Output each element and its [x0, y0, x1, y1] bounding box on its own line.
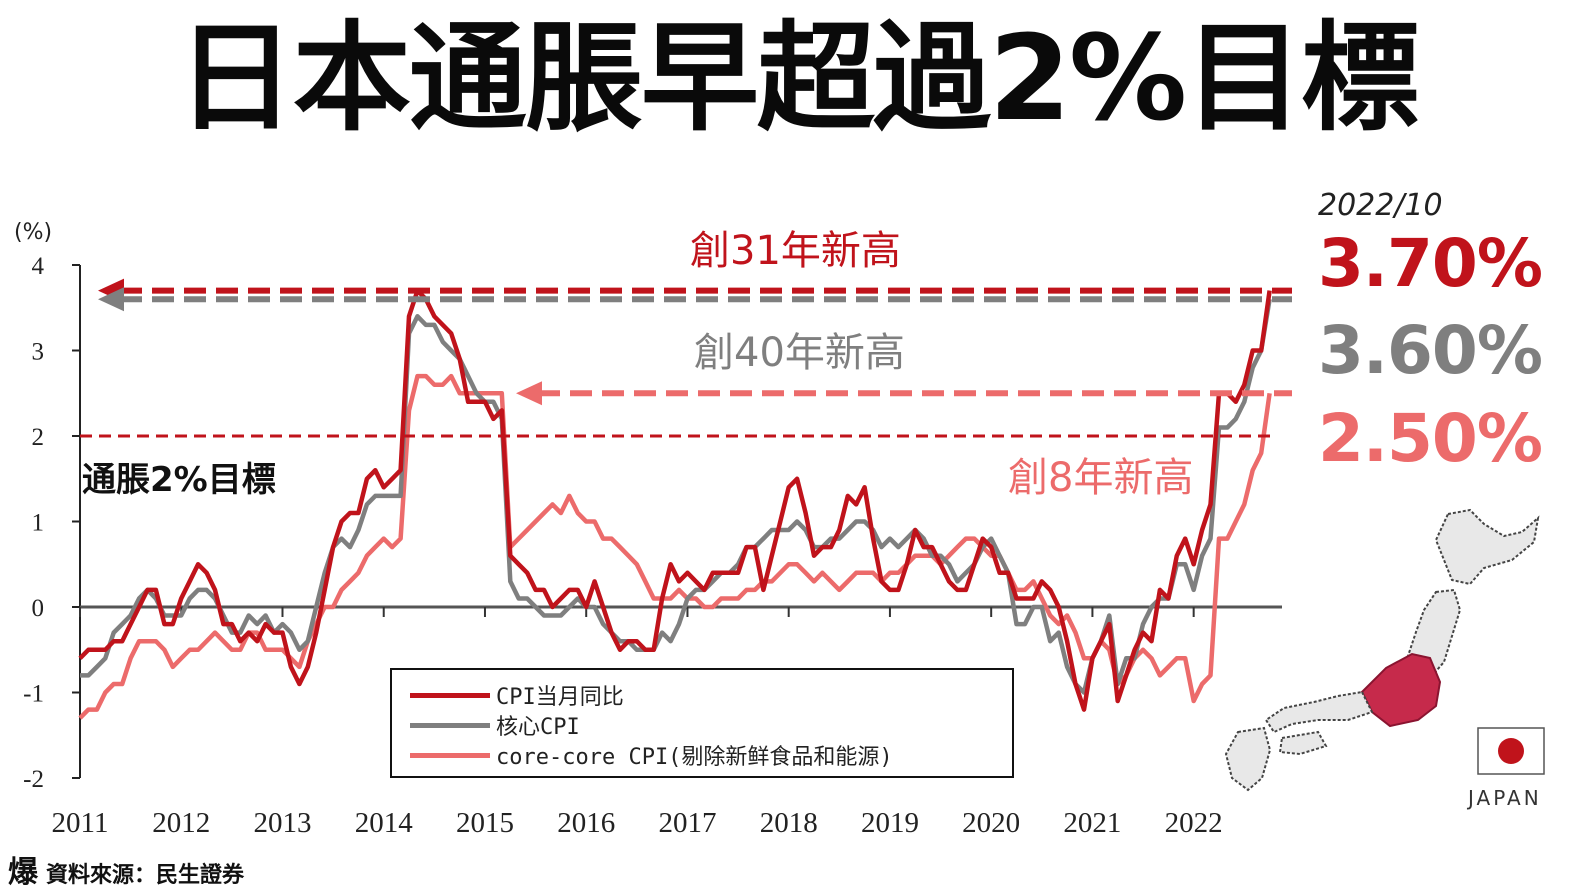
y-tick-label: -1 — [23, 681, 44, 708]
legend-label-core: 核心CPI — [496, 709, 580, 741]
cpi-record-annotation: 創31年新高 — [690, 218, 901, 276]
legend-swatch-cpi — [410, 693, 490, 698]
source-text: 資料來源：民生證券 — [46, 863, 244, 888]
x-tick-label: 2014 — [355, 807, 414, 839]
x-tick-label: 2011 — [52, 807, 109, 839]
legend-item-corecore: core-core CPI(剔除新鲜食品和能源) — [410, 740, 893, 770]
y-tick-label: 0 — [32, 595, 45, 622]
x-tick-label: 2018 — [760, 807, 818, 839]
corecore-record-arrow-head — [516, 381, 542, 405]
y-tick-label: -2 — [23, 766, 44, 793]
kanto-highlight-shape — [1362, 654, 1440, 726]
legend-item-core: 核心CPI — [410, 710, 580, 740]
shikoku-shape — [1280, 732, 1326, 754]
x-tick-label: 2012 — [152, 807, 210, 839]
honshu-west-shape — [1266, 692, 1372, 732]
legend-item-cpi: CPI当月同比 — [410, 680, 624, 710]
legend-label-cpi: CPI当月同比 — [496, 679, 624, 711]
x-tick-label: 2020 — [962, 807, 1020, 839]
y-axis-unit: (%) — [14, 220, 52, 245]
x-tick-label: 2019 — [861, 807, 919, 839]
x-tick-label: 2013 — [253, 807, 311, 839]
latest-cpi-value: 3.70% — [1318, 225, 1542, 302]
japan-label: JAPAN — [1468, 786, 1542, 810]
latest-core-value: 3.60% — [1318, 312, 1542, 389]
legend-swatch-corecore — [410, 753, 490, 758]
core-record-annotation: 創40年新高 — [694, 320, 905, 378]
y-tick-label: 2 — [32, 424, 45, 451]
x-tick-label: 2021 — [1063, 807, 1121, 839]
x-tick-label: 2015 — [456, 807, 514, 839]
latest-corecore-value: 2.50% — [1318, 400, 1542, 477]
x-tick-label: 2016 — [557, 807, 615, 839]
legend-swatch-core — [410, 723, 490, 728]
flag-sun — [1498, 738, 1524, 764]
y-tick-label: 1 — [32, 510, 45, 537]
brand-logo: 爆 — [8, 855, 38, 890]
x-tick-label: 2017 — [658, 807, 716, 839]
kyushu-shape — [1226, 728, 1270, 790]
hokkaido-shape — [1436, 510, 1538, 584]
y-tick-label: 4 — [32, 253, 45, 280]
chart-legend: CPI当月同比 核心CPI core-core CPI(剔除新鲜食品和能源) — [390, 668, 1014, 778]
corecore-record-annotation: 創8年新高 — [1008, 445, 1193, 503]
target-annotation: 通脹2%目標 — [82, 452, 276, 501]
legend-label-corecore: core-core CPI(剔除新鲜食品和能源) — [496, 739, 893, 771]
source-note: 爆資料來源：民生證券 — [8, 847, 244, 891]
latest-date: 2022/10 — [1318, 188, 1443, 223]
y-tick-label: 3 — [32, 339, 45, 366]
